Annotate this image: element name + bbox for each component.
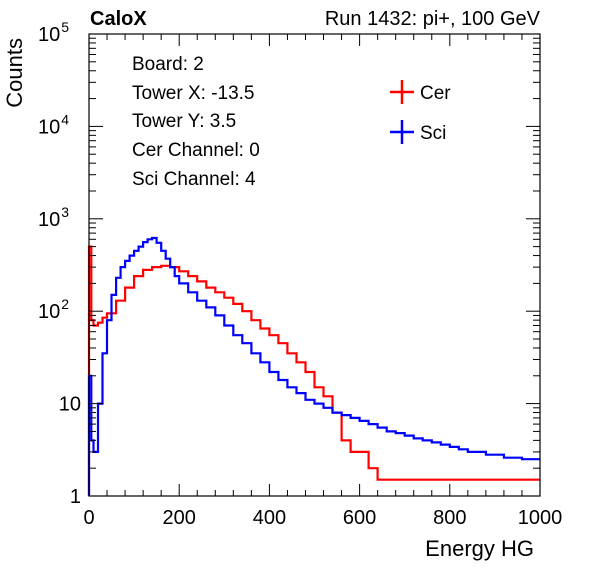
plot-frame — [88, 33, 541, 497]
y-tick-label: 104 — [38, 111, 69, 138]
x-tick-label: 0 — [83, 507, 94, 529]
x-tick-label: 800 — [433, 507, 466, 529]
legend-marker-cer — [390, 80, 414, 104]
info-board: Board: 2 — [132, 54, 204, 75]
y-axis-title: Counts — [2, 38, 27, 108]
legend-marker-sci — [390, 120, 414, 144]
series-sci-line — [87, 236, 540, 496]
series-cer-line — [87, 245, 540, 496]
series-layer — [87, 236, 540, 496]
legend-label-cer: Cer — [420, 83, 451, 104]
legend-label-sci: Sci — [420, 123, 446, 144]
run-label: Run 1432: pi+, 100 GeV — [325, 8, 541, 30]
x-axis-title: Energy HG — [425, 536, 534, 561]
info-box: Board: 2 Tower X: -13.5 Tower Y: 3.5 Cer… — [132, 54, 260, 190]
brand-label: CaloX — [90, 8, 147, 30]
info-tower-x: Tower X: -13.5 — [132, 83, 255, 104]
y-tick-label: 1 — [70, 486, 81, 508]
x-tick-label: 600 — [343, 507, 376, 529]
x-tick-label: 400 — [253, 507, 286, 529]
info-tower-y: Tower Y: 3.5 — [132, 111, 236, 132]
y-tick-label: 10 — [59, 394, 81, 416]
x-tick-label: 200 — [163, 507, 196, 529]
x-tick-label: 1000 — [518, 507, 563, 529]
info-cer-channel: Cer Channel: 0 — [132, 140, 260, 161]
legend: Cer Sci — [390, 80, 451, 144]
info-sci-channel: Sci Channel: 4 — [132, 169, 256, 190]
